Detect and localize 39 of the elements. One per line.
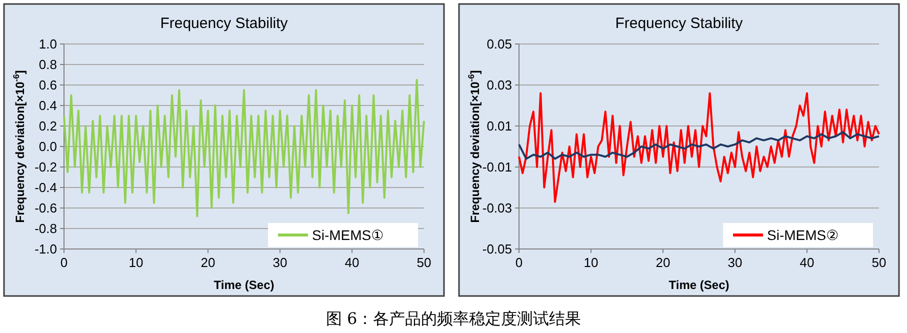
y-tick-label: -0.6 bbox=[34, 200, 57, 216]
y-tick-label: 1.0 bbox=[38, 36, 57, 52]
y-tick-label: -0.4 bbox=[34, 180, 57, 196]
y-tick-label: 0.0 bbox=[38, 139, 57, 154]
x-tick-label: 20 bbox=[200, 255, 216, 270]
y-tick-label: 0.05 bbox=[486, 36, 512, 52]
y-tick-label: 0.2 bbox=[38, 118, 57, 134]
line-series bbox=[63, 78, 425, 218]
y-tick-label: -0.03 bbox=[482, 200, 512, 216]
line-series bbox=[518, 131, 880, 160]
line-series bbox=[518, 92, 880, 203]
y-tick-label: -0.05 bbox=[482, 242, 512, 257]
x-tick-label: 30 bbox=[272, 255, 288, 270]
x-axis-title: Time (Sec) bbox=[214, 278, 274, 292]
y-tick-label: -1.0 bbox=[34, 242, 57, 257]
x-tick-label: 40 bbox=[800, 255, 814, 270]
y-tick-label: 0.4 bbox=[38, 98, 57, 114]
y-tick-label: -0.8 bbox=[34, 221, 57, 236]
y-tick-label: 0.03 bbox=[486, 78, 512, 93]
x-tick-label: 10 bbox=[584, 255, 598, 270]
chart-title: Frequency Stability bbox=[615, 15, 744, 32]
x-tick-label: 0 bbox=[515, 255, 523, 270]
x-tick-label: 0 bbox=[60, 255, 68, 270]
x-tick-label: 30 bbox=[728, 255, 742, 270]
legend-label: Si-MEMS② bbox=[767, 226, 839, 243]
y-tick-label: 0.6 bbox=[38, 78, 57, 93]
legend-label: Si-MEMS① bbox=[312, 226, 384, 243]
x-tick-label: 10 bbox=[128, 255, 144, 270]
x-tick-label: 50 bbox=[416, 255, 432, 270]
x-axis-title: Time (Sec) bbox=[668, 278, 730, 292]
caption: 图 6：各产品的频率稳定度测试结果 bbox=[326, 309, 582, 328]
chart-title: Frequency Stability bbox=[160, 15, 288, 32]
x-tick-label: 40 bbox=[344, 255, 360, 270]
x-tick-label: 50 bbox=[872, 255, 886, 270]
y-tick-label: -0.2 bbox=[34, 160, 57, 175]
x-tick-label: 20 bbox=[656, 255, 670, 270]
y-tick-label: 0.8 bbox=[38, 57, 57, 72]
y-tick-label: -0.01 bbox=[482, 160, 512, 175]
y-tick-label: 0.01 bbox=[486, 118, 512, 134]
